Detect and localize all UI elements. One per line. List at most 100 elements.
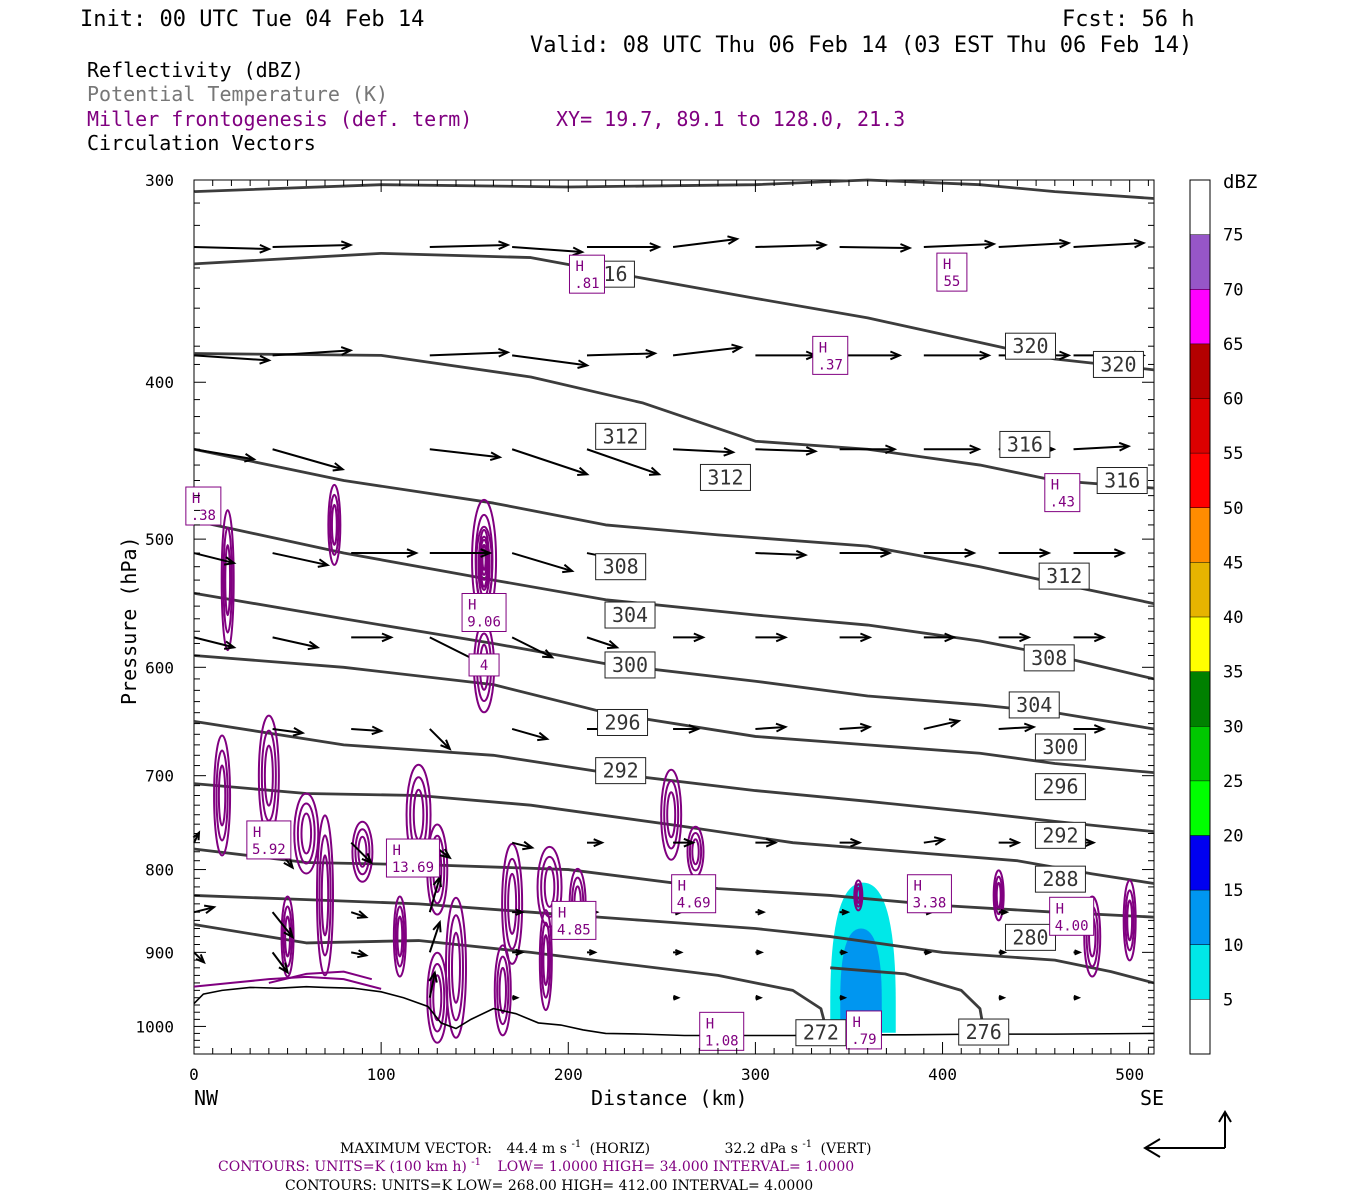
vector-shaft — [429, 448, 500, 459]
legend-reflectivity: Reflectivity (dBZ) — [87, 58, 304, 82]
theta-label: 280 — [1012, 925, 1048, 949]
vector-head — [498, 240, 511, 251]
colorbar-swatch — [1190, 562, 1210, 617]
vector-head — [860, 632, 873, 643]
theta-label-box — [1034, 773, 1086, 801]
fronto-contour — [855, 886, 861, 904]
vector-head — [683, 837, 696, 848]
fronto-contour — [315, 814, 334, 977]
fronto-contour — [992, 869, 1005, 922]
vector-head — [815, 240, 828, 251]
fronto-max-value: 4.69 — [677, 896, 711, 912]
vector-shaft — [923, 838, 944, 844]
theta-label-box — [999, 430, 1051, 458]
fronto-max-h: H — [575, 259, 583, 275]
vector-head — [542, 649, 555, 659]
vector-shaft — [672, 346, 742, 357]
colorbar-label: 35 — [1223, 663, 1243, 683]
vector-head — [512, 994, 520, 1001]
theta-label: 308 — [603, 555, 639, 579]
vector-head — [307, 640, 321, 651]
vector-head — [948, 718, 962, 728]
fronto-contour — [220, 509, 235, 652]
theta-label: 316 — [1007, 432, 1043, 456]
theta-label-box — [1008, 691, 1060, 719]
vector-head — [673, 994, 681, 1001]
vector-head — [727, 235, 740, 245]
vector-shaft — [271, 951, 289, 973]
fronto-max-h: H — [558, 905, 566, 921]
vector-shaft — [586, 636, 618, 649]
x-tick-label: 300 — [741, 1065, 770, 1084]
colorbar-label: 30 — [1223, 717, 1243, 737]
colorbar-unit: dBZ — [1223, 171, 1257, 193]
x-tick-label: 200 — [554, 1065, 583, 1084]
y-tick-label: 400 — [145, 373, 174, 392]
fronto-max-h: H — [819, 340, 827, 356]
vector-head — [498, 347, 511, 358]
fronto-contour — [542, 934, 550, 987]
vector-head — [292, 727, 306, 737]
fronto-contour — [327, 483, 342, 566]
reflectivity-shading — [830, 882, 896, 1033]
se-end-label: SE — [1140, 1086, 1164, 1110]
vector-shaft — [351, 727, 382, 732]
vector-head — [283, 927, 295, 940]
colorbar-label: 55 — [1223, 444, 1243, 464]
fronto-contour — [217, 764, 227, 827]
vector-head — [340, 346, 354, 356]
fronto-contour — [329, 493, 340, 556]
fronto-max-value: 5.92 — [252, 842, 286, 858]
vector-shaft — [672, 238, 738, 248]
frontogenesis-contours — [193, 483, 1137, 1044]
contours-fronto-b: LOW= 1.0000 HIGH= 34.000 INTERVAL= 1.000… — [497, 1159, 854, 1175]
vector-head — [371, 725, 384, 736]
vector-shaft — [429, 728, 451, 750]
fronto-max-box — [568, 254, 605, 294]
theta-label-box — [1034, 733, 1086, 761]
theta-label: 272 — [803, 1021, 839, 1045]
fronto-contour — [215, 749, 229, 842]
vector-shaft — [586, 448, 660, 476]
theta-label: 300 — [612, 653, 648, 677]
vector-head — [1019, 632, 1032, 643]
legend-theta: Potential Temperature (K) — [87, 82, 388, 106]
theta-label-box — [595, 757, 647, 785]
vector-shaft — [511, 636, 553, 659]
vector-head — [765, 837, 778, 848]
vector-head — [332, 462, 346, 472]
fronto-contour — [396, 915, 404, 958]
theta-label: 288 — [1042, 867, 1078, 891]
theta-label: 312 — [603, 424, 639, 448]
fronto-max-box — [671, 874, 717, 914]
vector-shaft — [511, 552, 573, 573]
colorbar-swatch — [1190, 234, 1210, 290]
vector-head — [357, 949, 369, 959]
fronto-max-box — [812, 335, 849, 375]
fronto-contour — [330, 503, 338, 546]
vector-head — [192, 830, 201, 841]
fronto-contour — [300, 812, 313, 855]
vector-head — [489, 451, 503, 462]
vector-head — [880, 548, 893, 558]
colorbar-swatch — [1190, 617, 1210, 672]
fronto-max-box — [246, 820, 292, 860]
colorbar-label: 5 — [1223, 990, 1233, 1010]
vector-shaft — [350, 911, 367, 919]
vector-head — [969, 444, 982, 455]
colorbar-label: 60 — [1223, 390, 1243, 410]
max-vector-vert: 32.2 dPa s — [725, 1141, 798, 1157]
theta-label: 320 — [1012, 334, 1048, 358]
theta-label: 296 — [1042, 775, 1078, 799]
fronto-max-value: 3.38 — [913, 896, 947, 912]
theta-contour — [193, 923, 828, 1031]
vector-head — [1023, 722, 1037, 733]
fronto-contour — [660, 768, 683, 861]
vector-head — [593, 838, 605, 848]
contours-fronto-exp: -1 — [471, 1157, 481, 1168]
y-tick-label: 600 — [145, 658, 174, 677]
vector-head — [1093, 632, 1107, 643]
vector-shaft — [755, 448, 816, 453]
theta-label-box — [604, 601, 656, 629]
